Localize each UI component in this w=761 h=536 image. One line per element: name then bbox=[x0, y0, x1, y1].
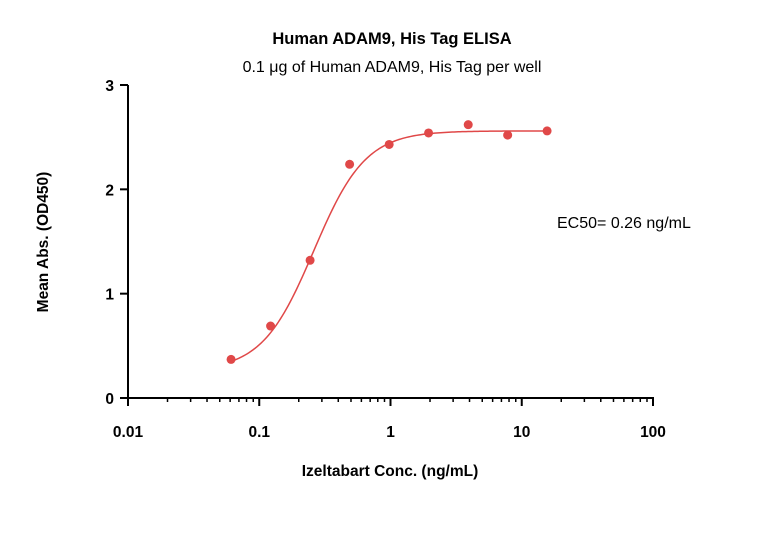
data-point bbox=[503, 130, 513, 140]
x-tick-label: 0.01 bbox=[113, 424, 144, 441]
fit-curve bbox=[230, 130, 548, 363]
x-tick-label: 0.1 bbox=[248, 424, 270, 441]
data-point bbox=[345, 159, 355, 169]
x-tick-label: 10 bbox=[513, 424, 530, 441]
chart-subtitle: 0.1 μg of Human ADAM9, His Tag per well bbox=[243, 59, 542, 76]
y-tick-label: 3 bbox=[105, 78, 114, 95]
y-tick-label: 0 bbox=[105, 391, 114, 408]
y-axis-label: Mean Abs. (OD450) bbox=[35, 172, 52, 313]
y-tick-label: 1 bbox=[105, 287, 114, 304]
data-point bbox=[266, 321, 276, 331]
data-point bbox=[305, 255, 315, 265]
data-point bbox=[424, 128, 434, 138]
chart-title: Human ADAM9, His Tag ELISA bbox=[272, 30, 511, 48]
data-point bbox=[463, 120, 473, 130]
x-tick-label: 100 bbox=[640, 424, 666, 441]
ec50-annotation: EC50= 0.26 ng/mL bbox=[557, 215, 691, 232]
x-tick-label: 1 bbox=[386, 424, 395, 441]
data-point bbox=[226, 354, 236, 364]
data-point bbox=[384, 139, 394, 149]
plot-area: 0.01 0.1 1 10 100 0 1 2 3 bbox=[105, 78, 666, 441]
y-tick-label: 2 bbox=[105, 182, 114, 199]
data-point bbox=[542, 126, 552, 136]
x-axis-label: Izeltabart Conc. (ng/mL) bbox=[302, 463, 479, 480]
